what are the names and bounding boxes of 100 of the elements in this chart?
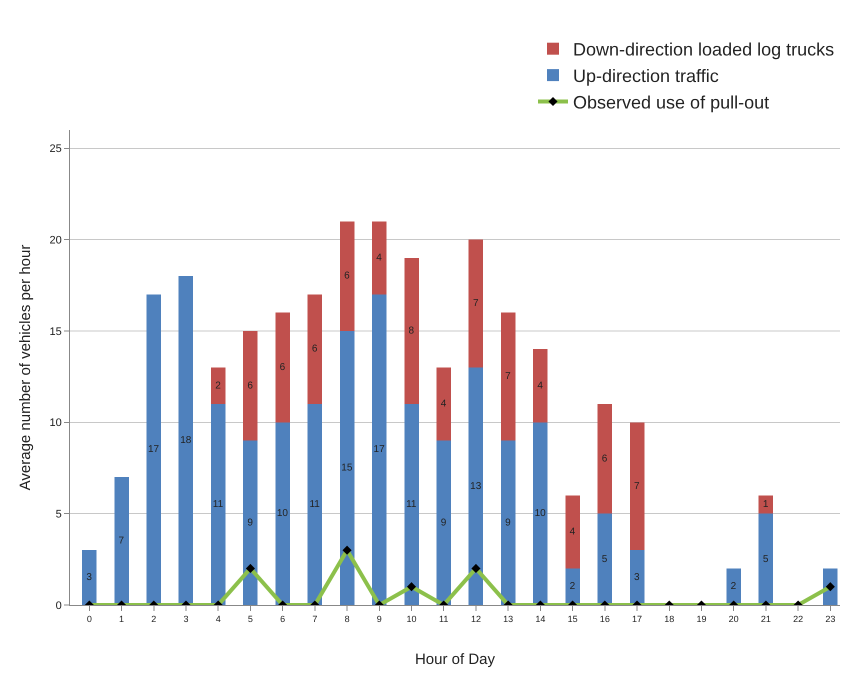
legend-label: Up-direction traffic [573, 66, 719, 86]
data-label: 11 [406, 499, 417, 510]
data-label: 3 [86, 572, 92, 584]
x-tick-label: 8 [344, 614, 350, 624]
data-label: 4 [376, 252, 382, 264]
bar [404, 404, 419, 605]
data-label: 3 [634, 572, 640, 584]
data-label: 5 [762, 554, 769, 565]
bar [340, 221, 354, 331]
x-tick-label: 2 [151, 614, 156, 624]
bar [533, 349, 548, 422]
x-tick-label: 4 [216, 614, 221, 624]
x-tick-label: 3 [183, 614, 188, 624]
bar [243, 330, 258, 441]
x-tick-label: 13 [503, 614, 514, 624]
bar [436, 368, 451, 441]
data-label: 10 [534, 508, 546, 520]
data-label: 6 [312, 344, 318, 355]
data-label: 4 [440, 398, 447, 410]
bar [500, 440, 516, 605]
bar [468, 240, 484, 368]
bar [82, 550, 97, 605]
x-tick-label: 20 [728, 614, 739, 624]
data-label: 6 [602, 453, 608, 464]
data-label: 7 [634, 480, 640, 492]
bar [468, 368, 484, 605]
bar [372, 294, 387, 605]
bar [630, 422, 644, 550]
bar [210, 368, 226, 404]
bar [598, 514, 612, 605]
data-label: 2 [570, 581, 576, 592]
x-tick-label: 6 [280, 614, 286, 624]
x-tick-label: 23 [825, 614, 836, 624]
data-label: 9 [247, 517, 254, 528]
bar [114, 477, 129, 605]
data-label: 2 [215, 380, 222, 392]
bar [372, 221, 387, 294]
bar [758, 495, 774, 514]
x-tick-label: 7 [312, 614, 318, 624]
data-label: 15 [341, 462, 353, 474]
x-tick-label: 10 [406, 614, 417, 624]
y-tick-label: 25 [50, 143, 62, 156]
bar [243, 440, 258, 605]
y-tick-label: 15 [50, 326, 62, 338]
x-tick-label: 15 [568, 614, 578, 624]
y-axis-title: Average number of vehicles per hour [16, 244, 34, 490]
bar [340, 330, 354, 605]
data-label: 7 [118, 536, 125, 547]
data-label: 17 [374, 444, 386, 456]
x-tick-label: 9 [376, 614, 382, 624]
x-tick-label: 16 [600, 614, 610, 624]
x-tick-label: 19 [696, 614, 706, 624]
data-label: 17 [148, 444, 160, 456]
x-tick-label: 21 [760, 614, 771, 624]
bar [404, 258, 419, 404]
bar [565, 495, 580, 568]
y-tick-label: 10 [50, 417, 62, 430]
data-label: 1 [762, 499, 769, 510]
data-label: 4 [537, 380, 544, 392]
bar [533, 422, 548, 605]
data-label: 13 [470, 480, 482, 492]
data-label: 6 [247, 380, 254, 392]
data-label: 7 [505, 371, 512, 382]
bar [500, 312, 516, 441]
data-label: 11 [309, 499, 320, 510]
bar [275, 312, 290, 422]
y-tick-label: 5 [56, 508, 62, 520]
data-label: 2 [730, 581, 737, 592]
bar [598, 404, 612, 514]
bar [275, 422, 290, 605]
x-axis-title: Hour of Day [414, 650, 496, 668]
x-tick-label: 17 [632, 614, 642, 624]
data-label: 5 [602, 554, 608, 565]
x-tick-label: 5 [248, 614, 253, 624]
bar [210, 404, 226, 605]
bar [565, 568, 580, 605]
data-label: 9 [440, 517, 447, 528]
bar [758, 514, 774, 605]
x-tick-label: 1 [119, 614, 124, 624]
data-label: 6 [344, 270, 350, 282]
bar [436, 440, 451, 605]
bar [308, 294, 322, 404]
x-tick-label: 11 [439, 614, 448, 624]
bar [726, 568, 741, 605]
data-label: 6 [280, 362, 286, 373]
data-label: 8 [408, 325, 415, 336]
data-label: 9 [505, 517, 512, 528]
x-tick-label: 14 [535, 614, 546, 624]
y-tick-label: 0 [56, 600, 62, 612]
x-tick-label: 12 [470, 614, 481, 624]
legend-label: Observed use of pull-out [573, 92, 770, 113]
data-label: 18 [180, 435, 192, 446]
x-tick-label: 0 [86, 614, 92, 624]
x-tick-label: 18 [664, 614, 674, 624]
data-label: 7 [472, 298, 479, 310]
bar [630, 550, 644, 605]
data-label: 10 [276, 508, 288, 520]
y-tick-label: 20 [50, 234, 62, 246]
bar [308, 404, 322, 605]
data-label: 11 [212, 499, 224, 510]
